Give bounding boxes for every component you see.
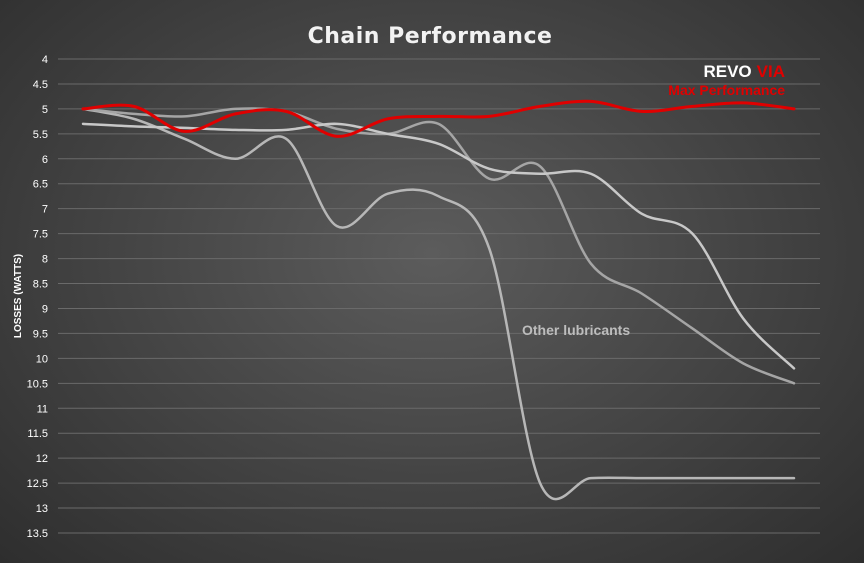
y-tick-label: 8 xyxy=(42,254,48,266)
other-lubricants-label: Other lubricants xyxy=(522,322,630,338)
y-tick-label: 7.5 xyxy=(33,229,48,241)
gridlines xyxy=(58,58,820,534)
y-tick-label: 13 xyxy=(36,503,48,515)
chart-title: Chain Performance xyxy=(308,24,553,49)
y-tick-label: 12.5 xyxy=(27,478,48,490)
y-tick-labels: 4 4.5 5 5.5 6 6.5 7 7.5 8 8.5 9 9.5 10 10.5 11 11.5 12 12… xyxy=(27,54,48,540)
y-tick-label: 5 xyxy=(42,104,48,116)
y-tick-label: 9.5 xyxy=(33,328,48,340)
y-tick-label: 10.5 xyxy=(27,378,48,390)
series-line-other-1 xyxy=(81,107,796,501)
series-line-other-2 xyxy=(81,107,796,385)
y-tick-label: 9 xyxy=(42,303,48,315)
brand-logo-white: REVO xyxy=(703,62,751,81)
y-tick-label: 5.5 xyxy=(33,129,48,141)
y-tick-label: 10 xyxy=(36,353,48,365)
y-tick-label: 11.5 xyxy=(27,428,48,440)
y-tick-label: 12 xyxy=(36,453,48,465)
y-tick-label: 11 xyxy=(37,403,48,415)
y-tick-label: 4.5 xyxy=(33,79,48,91)
y-tick-label: 6.5 xyxy=(33,179,48,191)
y-tick-label: 13.5 xyxy=(27,528,48,540)
brand-logo: REVO VIA xyxy=(703,62,785,81)
y-tick-label: 7 xyxy=(42,204,48,216)
y-tick-label: 4 xyxy=(42,54,48,66)
series-line-revo xyxy=(81,99,796,138)
y-tick-label: 8.5 xyxy=(33,279,48,291)
y-axis-label: LOSSES (WATTS) xyxy=(13,254,24,338)
y-tick-label: 6 xyxy=(42,154,48,166)
series-line-other-3 xyxy=(81,122,796,370)
brand-logo-red: VIA xyxy=(757,62,785,81)
series-lines xyxy=(81,99,796,501)
brand-subtitle: Max Performance xyxy=(668,82,785,98)
